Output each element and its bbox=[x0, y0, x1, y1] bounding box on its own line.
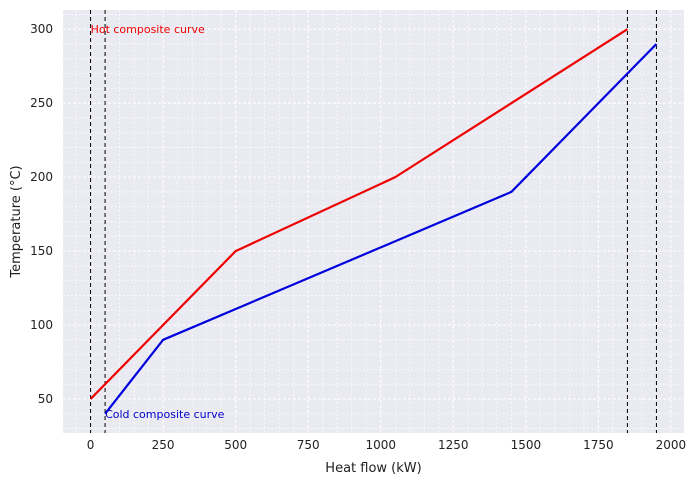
y-tick-label: 300 bbox=[30, 22, 53, 36]
x-axis-label: Heat flow (kW) bbox=[325, 461, 421, 476]
y-tick-label: 50 bbox=[38, 392, 53, 406]
annotations: Hot composite curve Cold composite curve bbox=[91, 23, 225, 421]
x-tick-label: 1500 bbox=[511, 438, 542, 452]
y-tick-labels: 50 100 150 200 250 300 bbox=[30, 22, 53, 406]
x-tick-label: 750 bbox=[297, 438, 320, 452]
y-tick-label: 100 bbox=[30, 318, 53, 332]
hot-curve-annotation: Hot composite curve bbox=[91, 23, 205, 36]
x-tick-label: 1000 bbox=[365, 438, 396, 452]
x-tick-labels: 0 250 500 750 1000 1250 1500 1750 2000 bbox=[87, 438, 686, 452]
x-tick-label: 1750 bbox=[583, 438, 614, 452]
x-tick-label: 2000 bbox=[656, 438, 687, 452]
x-tick-label: 0 bbox=[87, 438, 95, 452]
x-tick-label: 250 bbox=[152, 438, 175, 452]
x-tick-label: 1250 bbox=[438, 438, 469, 452]
y-tick-label: 150 bbox=[30, 244, 53, 258]
y-tick-label: 250 bbox=[30, 96, 53, 110]
cold-curve-annotation: Cold composite curve bbox=[105, 408, 225, 421]
x-tick-label: 500 bbox=[224, 438, 247, 452]
cold-composite-curve-line bbox=[104, 43, 658, 415]
y-tick-label: 200 bbox=[30, 170, 53, 184]
series-group bbox=[89, 28, 658, 415]
hot-composite-curve-line bbox=[89, 28, 629, 400]
y-axis-label: Temperature (°C) bbox=[9, 165, 24, 278]
reference-lines bbox=[90, 10, 657, 433]
